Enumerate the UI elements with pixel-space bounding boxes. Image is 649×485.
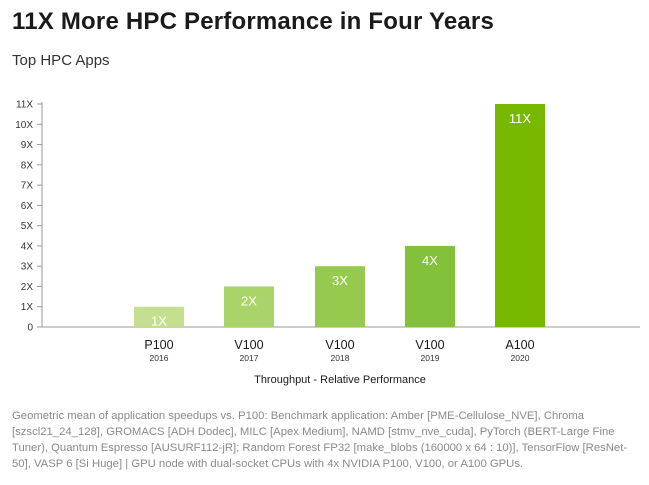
footnote: Geometric mean of application speedups v… (12, 410, 628, 470)
y-tick-label: 11X (16, 100, 33, 111)
x-tick-year: 2017 (240, 353, 259, 363)
x-tick-label: P100 (144, 338, 173, 352)
y-tick-label: 10X (15, 120, 33, 131)
x-tick-label: V100 (415, 338, 444, 352)
y-tick-label: 3X (21, 262, 34, 273)
x-tick-year: 2019 (421, 353, 440, 363)
y-tick-label: 2X (21, 282, 34, 293)
bar-data-label: 11X (509, 111, 531, 126)
bar-data-label: 3X (332, 273, 348, 288)
x-tick-year: 2020 (511, 353, 530, 363)
y-tick-label: 7X (21, 181, 34, 192)
bar-data-label: 1X (151, 314, 167, 329)
bar (495, 104, 545, 327)
y-tick-label: 8X (21, 160, 34, 171)
y-tick-label: 0 (27, 323, 33, 334)
x-tick-label: A100 (505, 338, 534, 352)
y-tick-label: 5X (21, 221, 34, 232)
bar-data-label: 4X (422, 253, 438, 268)
bar (315, 266, 365, 327)
x-tick-year: 2018 (331, 353, 350, 363)
x-tick-label: V100 (325, 338, 354, 352)
x-tick-label: V100 (234, 338, 263, 352)
bar (405, 245, 455, 327)
chart-title: 11X More HPC Performance in Four Years (12, 8, 495, 35)
y-tick-label: 4X (21, 241, 34, 252)
bar (224, 286, 274, 327)
chart-subtitle: Top HPC Apps (12, 52, 110, 69)
y-tick-label: 6X (21, 201, 34, 212)
y-tick-label: 9X (21, 140, 34, 151)
y-tick-label: 1X (21, 302, 34, 313)
bar (134, 306, 184, 327)
bar-data-label: 2X (241, 293, 257, 308)
x-tick-year: 2016 (150, 353, 169, 363)
x-axis-label: Throughput - Relative Performance (254, 374, 426, 386)
